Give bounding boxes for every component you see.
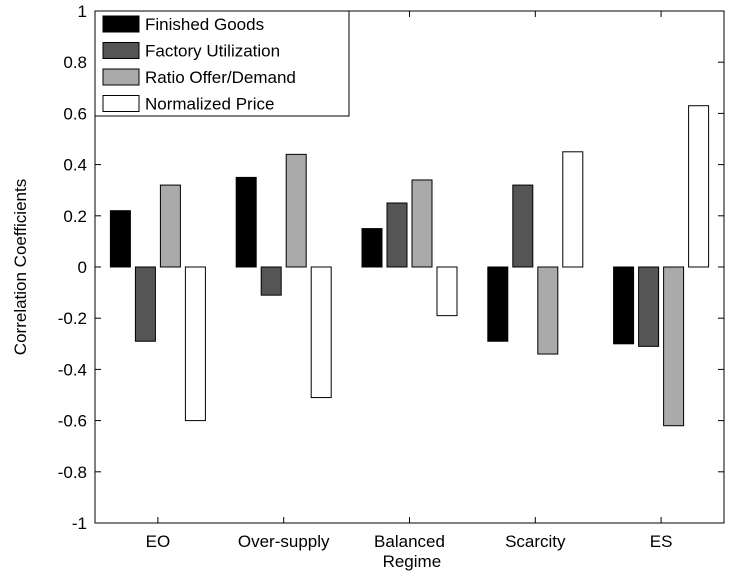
x-tick-label: Balanced Regime	[374, 532, 445, 571]
bar	[134, 266, 156, 342]
bar	[688, 105, 710, 268]
y-axis-label: Correlation Coefficients	[11, 179, 30, 355]
x-tick-label-line: Scarcity	[505, 532, 566, 551]
bar	[285, 153, 307, 268]
legend-label: Factory Utilization	[145, 42, 280, 61]
bar	[184, 266, 206, 422]
bar	[411, 179, 433, 268]
bar	[537, 266, 559, 355]
legend-swatch	[102, 42, 140, 59]
legend-label: Ratio Offer/Demand	[145, 68, 296, 87]
x-tick-label-line: ES	[650, 532, 673, 551]
y-tick-label: 0	[78, 258, 87, 277]
x-tick-label-line: Regime	[378, 552, 441, 571]
y-tick-label: -0.6	[58, 412, 87, 431]
bar	[487, 266, 509, 342]
bar	[562, 151, 584, 268]
bar	[386, 202, 408, 268]
bar	[260, 266, 282, 296]
bar	[235, 176, 257, 268]
bar	[361, 228, 383, 268]
legend-swatch	[102, 95, 140, 112]
bar	[512, 184, 534, 268]
bar	[159, 184, 181, 268]
y-tick-label: -1	[72, 514, 87, 533]
bar	[310, 266, 332, 399]
x-tick-label-line: Balanced	[374, 532, 445, 551]
x-tick-label-line: Over-supply	[238, 532, 330, 551]
x-tick-label: ES	[650, 532, 673, 551]
bar	[613, 266, 635, 345]
bar	[436, 266, 458, 317]
y-tick-label: -0.8	[58, 463, 87, 482]
x-tick-label: Over-supply	[238, 532, 330, 551]
plot-frame	[94, 10, 725, 524]
legend-label: Finished Goods	[145, 15, 264, 34]
legend-label: Normalized Price	[145, 95, 274, 114]
legend-swatch	[102, 15, 140, 33]
y-tick-label: 1	[78, 2, 87, 21]
bar	[109, 210, 131, 268]
y-tick-label: -0.2	[58, 309, 87, 328]
y-tick-label: -0.4	[58, 360, 87, 379]
y-tick-label: 0.2	[63, 207, 87, 226]
x-tick-label: Scarcity	[505, 532, 566, 551]
bar	[663, 266, 685, 427]
y-tick-label: 0.4	[63, 156, 87, 175]
legend-swatch	[102, 68, 140, 86]
y-tick-label: 0.6	[63, 104, 87, 123]
y-tick-label: 0.8	[63, 53, 87, 72]
x-tick-label-line: EO	[146, 532, 171, 551]
bar	[638, 266, 660, 347]
x-tick-label: EO	[146, 532, 171, 551]
